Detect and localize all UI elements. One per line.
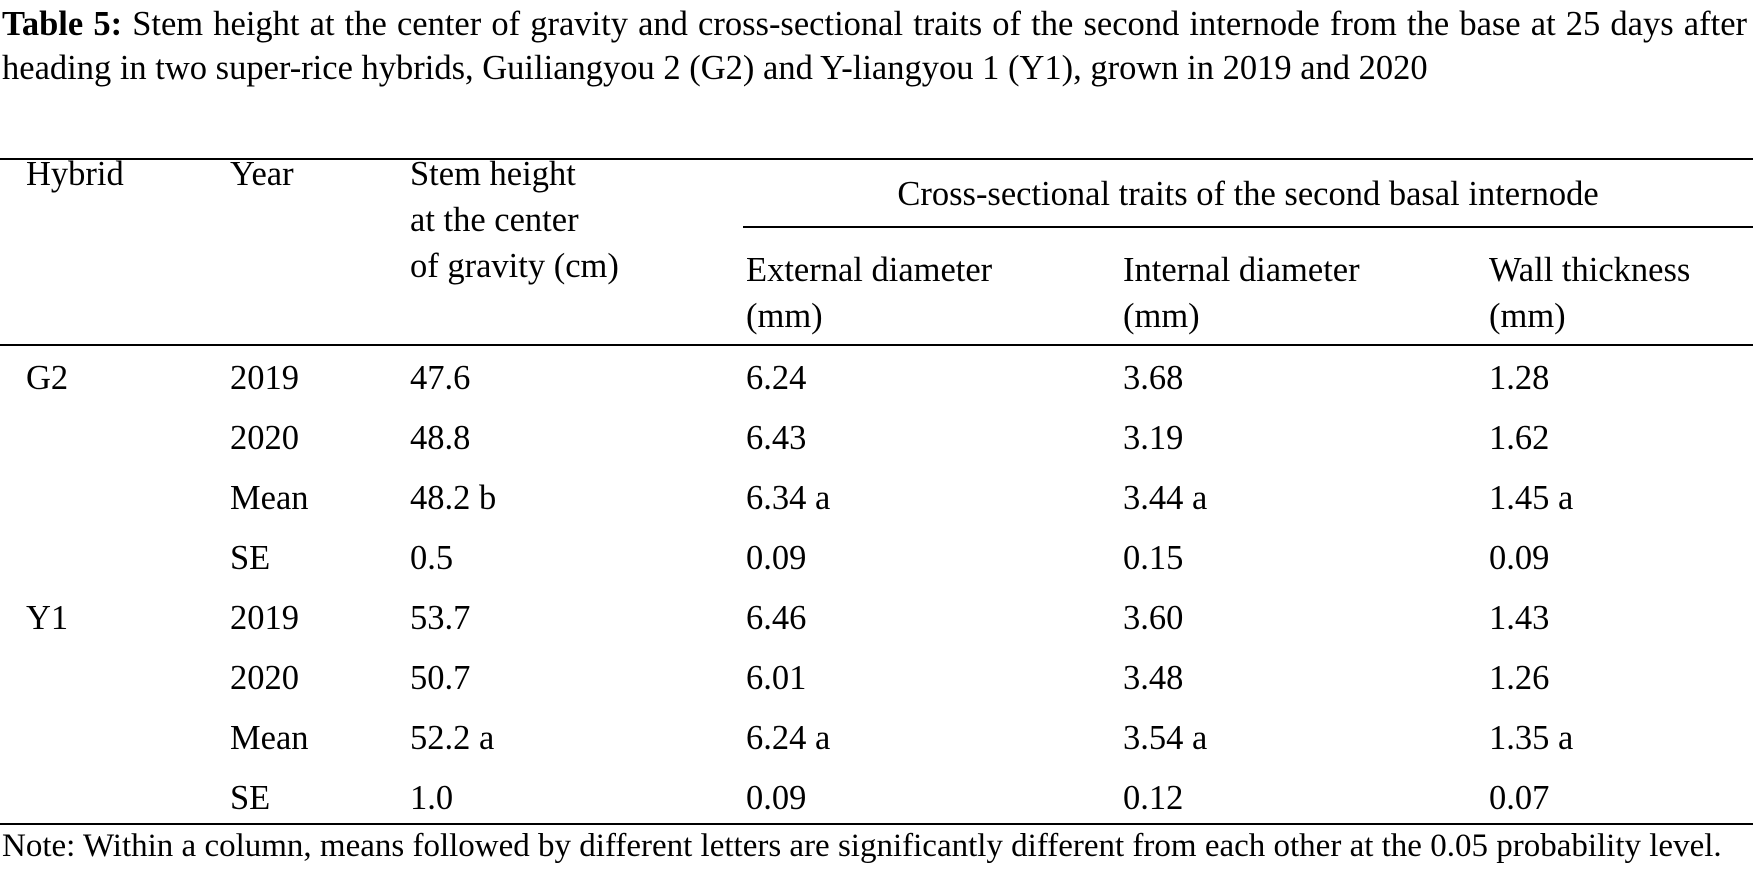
cell-external-diameter: 6.46 — [746, 599, 807, 637]
cell-internal-diameter: 3.68 — [1123, 359, 1184, 397]
header-stem-height-line1: Stem height — [410, 155, 576, 193]
cell-wall-thickness: 0.09 — [1489, 539, 1550, 577]
header-external-diameter-line1: External diameter — [746, 251, 993, 289]
table-note: Note: Within a column, means followed by… — [2, 828, 1722, 864]
header-wall-thickness-line2: (mm) — [1489, 297, 1566, 335]
header-year: Year — [230, 155, 294, 193]
cell-year: 2019 — [230, 359, 299, 397]
cell-stem-height: 53.7 — [410, 599, 471, 637]
cell-external-diameter: 0.09 — [746, 779, 807, 817]
cell-year: 2020 — [230, 659, 299, 697]
cell-wall-thickness: 1.45 a — [1489, 479, 1574, 517]
cell-stem-height: 48.8 — [410, 419, 471, 457]
cell-wall-thickness: 1.35 a — [1489, 719, 1574, 757]
cell-external-diameter: 6.34 a — [746, 479, 831, 517]
cell-wall-thickness: 1.62 — [1489, 419, 1550, 457]
bottom-rule — [0, 823, 1753, 825]
header-stem-height-line3: of gravity (cm) — [410, 247, 619, 285]
cell-external-diameter: 6.01 — [746, 659, 807, 697]
cell-wall-thickness: 1.43 — [1489, 599, 1550, 637]
cell-internal-diameter: 3.19 — [1123, 419, 1184, 457]
cell-external-diameter: 0.09 — [746, 539, 807, 577]
cell-external-diameter: 6.43 — [746, 419, 807, 457]
cell-external-diameter: 6.24 — [746, 359, 807, 397]
header-stem-height-line2: at the center — [410, 201, 579, 239]
header-internal-diameter-line1: Internal diameter — [1123, 251, 1360, 289]
caption-text: Stem height at the center of gravity and… — [2, 5, 1747, 87]
cell-year: 2020 — [230, 419, 299, 457]
header-hybrid: Hybrid — [26, 155, 124, 193]
cell-wall-thickness: 1.26 — [1489, 659, 1550, 697]
cell-external-diameter: 6.24 a — [746, 719, 831, 757]
cell-internal-diameter: 0.12 — [1123, 779, 1184, 817]
group-underline — [743, 226, 1753, 228]
cell-stem-height: 48.2 b — [410, 479, 497, 517]
header-rule — [0, 344, 1753, 346]
cell-wall-thickness: 1.28 — [1489, 359, 1550, 397]
cell-internal-diameter: 0.15 — [1123, 539, 1184, 577]
cell-year: Mean — [230, 719, 309, 757]
cell-stem-height: 50.7 — [410, 659, 471, 697]
cell-year: 2019 — [230, 599, 299, 637]
cell-wall-thickness: 0.07 — [1489, 779, 1550, 817]
cell-internal-diameter: 3.60 — [1123, 599, 1184, 637]
cell-hybrid: G2 — [26, 359, 69, 397]
cell-internal-diameter: 3.44 a — [1123, 479, 1208, 517]
table-label: Table 5: — [2, 5, 123, 43]
cell-year: SE — [230, 779, 271, 817]
cell-hybrid: Y1 — [26, 599, 69, 637]
header-external-diameter-line2: (mm) — [746, 297, 823, 335]
cell-stem-height: 52.2 a — [410, 719, 495, 757]
cell-internal-diameter: 3.54 a — [1123, 719, 1208, 757]
header-cross-sectional-group: Cross-sectional traits of the second bas… — [897, 175, 1599, 213]
cell-year: Mean — [230, 479, 309, 517]
table-caption: Table 5: Stem height at the center of gr… — [2, 2, 1747, 90]
cell-internal-diameter: 3.48 — [1123, 659, 1184, 697]
header-internal-diameter-line2: (mm) — [1123, 297, 1200, 335]
cell-year: SE — [230, 539, 271, 577]
header-wall-thickness-line1: Wall thickness — [1489, 251, 1691, 289]
top-rule — [0, 158, 1753, 160]
cell-stem-height: 47.6 — [410, 359, 471, 397]
cell-stem-height: 1.0 — [410, 779, 454, 817]
cell-stem-height: 0.5 — [410, 539, 454, 577]
